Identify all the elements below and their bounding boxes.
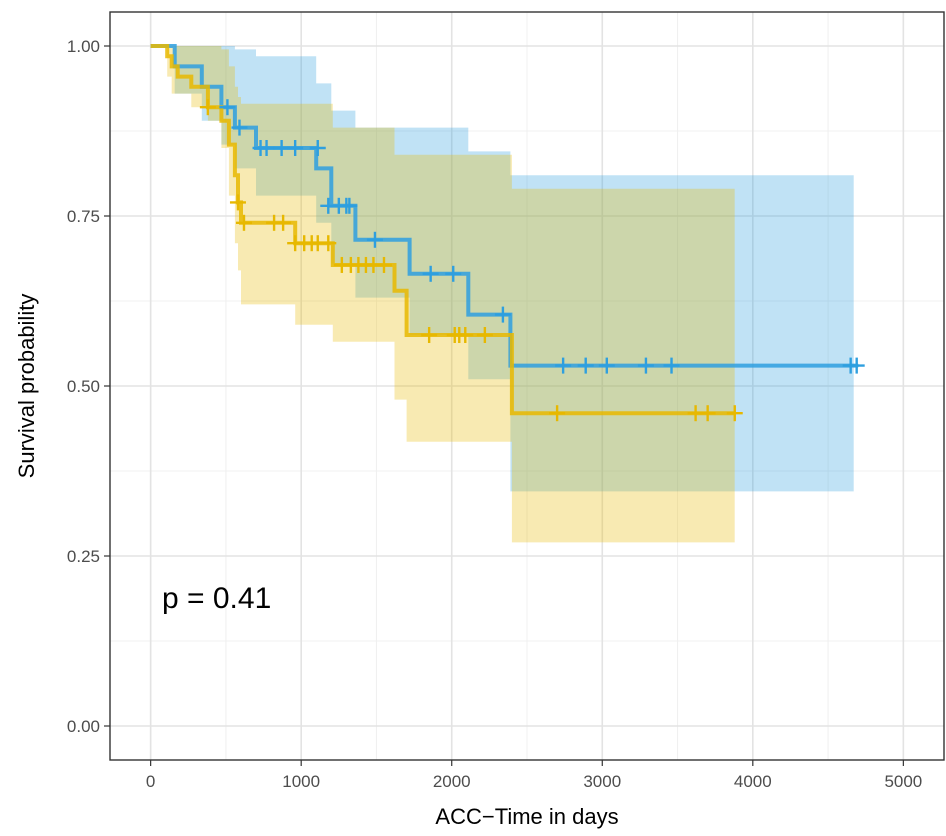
x-tick-label: 1000 [282,772,320,791]
y-tick-label: 0.50 [67,377,100,396]
censor-mark [258,140,275,156]
censor-mark [422,265,439,282]
censor-mark [457,327,474,343]
confidence-band [150,46,735,543]
y-tick-label: 0.25 [67,547,100,566]
x-axis-title: ACC−Time in days [435,804,618,829]
censor-mark [577,357,594,374]
censor-mark [320,235,337,252]
censor-mark [494,306,511,323]
censor-mark [341,197,358,214]
survival-curve [150,44,859,368]
censor-mark [699,405,716,422]
survival-curve [150,44,735,416]
y-axis: 0.00 0.25 0.50 0.75 1.00 [67,37,110,736]
x-axis: 0 1000 2000 3000 4000 5000 [146,760,922,791]
censor-mark [445,265,462,282]
grid-major [110,12,944,760]
censor-mark [726,405,743,422]
x-tick-label: 2000 [433,772,471,791]
censor-mark [273,140,290,156]
censor-mark [275,214,292,231]
censor-mark [476,327,493,343]
censor-mark [848,357,865,374]
censor-mark [231,119,248,136]
censor-mark [229,194,246,211]
censor-mark [555,357,572,374]
censor-mark [421,327,438,343]
confidence-bands [150,46,854,543]
y-tick-label: 1.00 [67,37,100,56]
p-value-annotation: p = 0.41 [162,582,271,615]
censor-mark [637,357,654,374]
survival-curves [150,44,859,416]
censor-mark [663,357,680,374]
x-tick-label: 5000 [884,772,922,791]
y-tick-label: 0.75 [67,207,100,226]
x-tick-label: 0 [146,772,155,791]
y-tick-label: 0.00 [67,717,100,736]
censor-mark [309,140,326,156]
x-tick-label: 4000 [734,772,772,791]
censor-mark [235,214,252,231]
censor-mark [549,405,566,422]
y-axis-title: Survival probability [14,294,39,479]
censor-mark [366,231,383,248]
censor-mark [598,357,615,374]
censor-mark [375,256,392,273]
x-tick-label: 3000 [583,772,621,791]
confidence-band [150,46,854,492]
censor-mark [219,99,236,116]
censor-mark [199,99,216,116]
censor-mark [287,140,304,156]
censor-marks [199,99,865,422]
